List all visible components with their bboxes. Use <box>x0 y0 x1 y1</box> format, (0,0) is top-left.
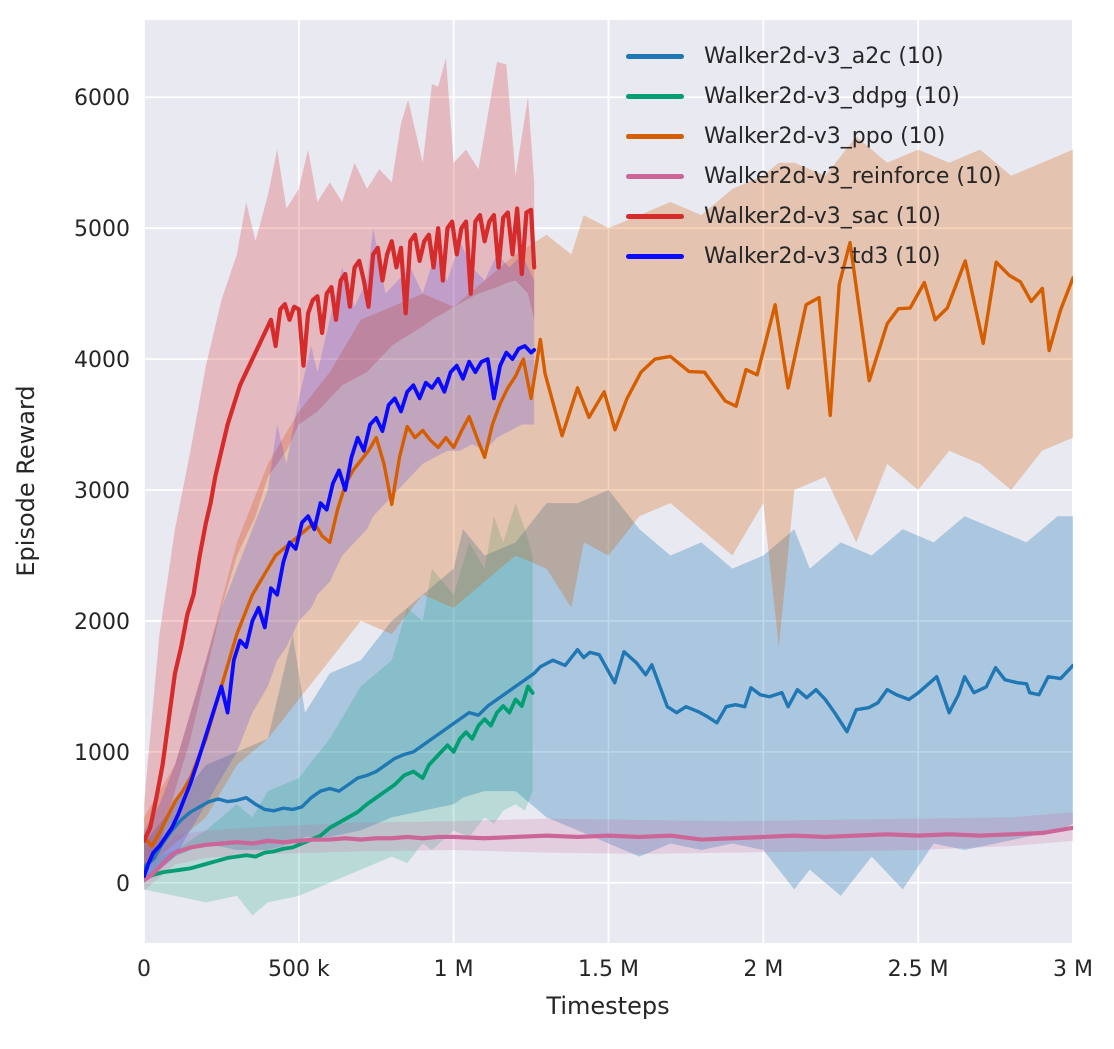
line-a2c <box>144 648 1073 869</box>
x-axis-ticks: 0 500 k 1 M 1.5 M 2 M 2.5 M 3 M <box>137 957 1093 982</box>
legend-swatch-a2c <box>626 53 684 59</box>
y-tick-label: 6000 <box>74 86 130 111</box>
legend-swatch-sac <box>626 213 684 219</box>
x-tick-label: 0 <box>137 957 151 982</box>
legend-swatch-td3 <box>626 253 684 259</box>
y-tick-label: 3000 <box>74 479 130 504</box>
line-ppo <box>144 240 1073 848</box>
legend-label-sac: Walker2d-v3_sac (10) <box>704 203 941 229</box>
line-reinforce <box>144 825 1073 883</box>
series-lines <box>144 206 1073 883</box>
x-tick-label: 2.5 M <box>888 957 949 982</box>
y-axis-label: Episode Reward <box>12 385 40 576</box>
y-axis-ticks: 0 1000 2000 3000 4000 5000 6000 <box>74 86 130 897</box>
legend-entry-td3: Walker2d-v3_td3 (10) <box>626 236 1002 276</box>
gridlines <box>143 20 1074 943</box>
legend-label-a2c: Walker2d-v3_a2c (10) <box>704 43 944 69</box>
legend-swatch-reinforce <box>626 173 684 179</box>
band-ddpg <box>144 503 533 916</box>
y-tick-label: 4000 <box>74 348 130 373</box>
band-a2c <box>144 490 1073 896</box>
y-tick-label: 1000 <box>74 741 130 766</box>
x-tick-label: 3 M <box>1053 957 1093 982</box>
legend-entry-ddpg: Walker2d-v3_ddpg (10) <box>626 76 1002 116</box>
legend-label-ddpg: Walker2d-v3_ddpg (10) <box>704 83 960 109</box>
legend-label-reinforce: Walker2d-v3_reinforce (10) <box>704 163 1002 189</box>
legend-swatch-ppo <box>626 133 684 139</box>
y-tick-label: 5000 <box>74 217 130 242</box>
legend-label-td3: Walker2d-v3_td3 (10) <box>704 243 941 269</box>
x-tick-label: 1 M <box>434 957 474 982</box>
band-td3 <box>144 228 535 883</box>
band-ppo <box>144 136 1073 870</box>
line-td3 <box>144 344 537 879</box>
band-sac <box>144 57 535 870</box>
band-reinforce <box>144 812 1073 891</box>
legend-entry-ppo: Walker2d-v3_ppo (10) <box>626 116 1002 156</box>
x-tick-label: 1.5 M <box>578 957 639 982</box>
y-tick-label: 2000 <box>74 610 130 635</box>
confidence-bands <box>144 57 1073 916</box>
x-axis-label: Timesteps <box>545 992 669 1020</box>
legend-entry-a2c: Walker2d-v3_a2c (10) <box>626 36 1002 76</box>
x-tick-label: 500 k <box>268 957 330 982</box>
legend-label-ppo: Walker2d-v3_ppo (10) <box>704 123 946 149</box>
legend-swatch-ddpg <box>626 93 684 99</box>
line-ddpg <box>144 684 535 881</box>
y-tick-label: 0 <box>116 872 130 897</box>
legend: Walker2d-v3_a2c (10) Walker2d-v3_ddpg (10… <box>626 36 1002 276</box>
x-tick-label: 2 M <box>743 957 783 982</box>
line-sac <box>144 206 537 843</box>
legend-entry-sac: Walker2d-v3_sac (10) <box>626 196 1002 236</box>
legend-entry-reinforce: Walker2d-v3_reinforce (10) <box>626 156 1002 196</box>
